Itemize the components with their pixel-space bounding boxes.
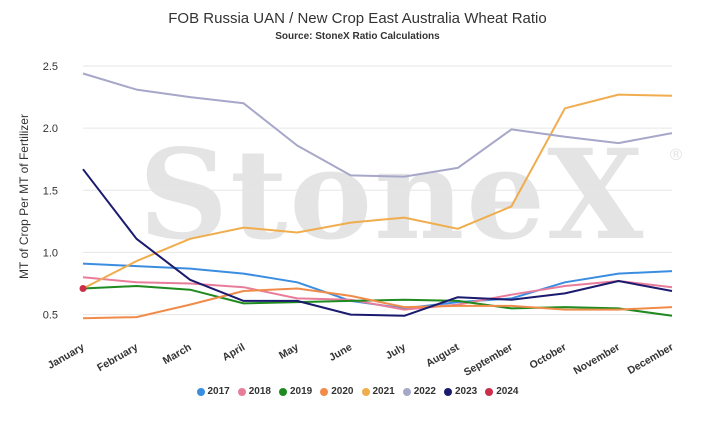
- legend-item-2020[interactable]: 2020: [320, 386, 354, 397]
- x-tick-label: December: [626, 341, 676, 377]
- legend-label: 2017: [207, 386, 230, 397]
- y-tick-label: 2.0: [43, 123, 58, 135]
- x-tick-label: July: [384, 341, 408, 362]
- legend-marker: [402, 387, 411, 396]
- series-lines: [79, 72, 673, 320]
- watermark-registered-mark: ®: [668, 145, 684, 164]
- legend-item-2024[interactable]: 2024: [485, 386, 519, 397]
- chart-title: FOB Russia UAN / New Crop East Australia…: [168, 10, 547, 27]
- legend-label: 2024: [496, 386, 519, 397]
- y-tick-label: 1.5: [43, 185, 58, 197]
- legend-marker: [279, 387, 287, 396]
- x-tick-label: August: [424, 341, 462, 370]
- legend-label: 2022: [413, 386, 436, 397]
- legend-marker: [444, 387, 452, 396]
- series-line-2019: [82, 285, 673, 317]
- legend-marker: [196, 387, 205, 396]
- legend-label: 2019: [290, 386, 313, 397]
- chart-subtitle: Source: StoneX Ratio Calculations: [275, 31, 440, 42]
- legend-item-2018[interactable]: 2018: [237, 386, 271, 397]
- x-tick-label: September: [462, 341, 515, 379]
- x-tick-label: May: [277, 341, 301, 362]
- x-tick-label: June: [327, 341, 354, 364]
- x-tick-label: November: [571, 341, 621, 377]
- y-tick-label: 2.5: [43, 61, 58, 73]
- y-axis-ticks: 0.5 1.0 1.5 2.0 2.5: [43, 61, 58, 322]
- gridlines: [83, 65, 672, 316]
- y-tick-label: 1.0: [43, 247, 58, 259]
- legend-item-2022[interactable]: 2022: [402, 386, 436, 397]
- legend-label: 2023: [455, 386, 478, 397]
- legend-item-2023[interactable]: 2023: [444, 386, 477, 397]
- series-line-2021: [82, 93, 673, 290]
- legend-label: 2018: [248, 386, 271, 397]
- legend-marker: [320, 387, 329, 396]
- x-tick-label: October: [528, 341, 569, 372]
- x-tick-label: January: [46, 341, 87, 372]
- legend-item-2017[interactable]: 2017: [196, 386, 230, 397]
- legend: 2017 2018 2019 2020 2021 2022 2023 2024: [0, 386, 715, 397]
- series-line-2022: [82, 72, 673, 178]
- x-tick-label: February: [95, 341, 140, 374]
- x-axis-ticks: January February March April May June July Augu…: [46, 341, 676, 379]
- series-point-2024: [79, 284, 87, 292]
- legend-marker: [361, 387, 370, 396]
- legend-item-2019[interactable]: 2019: [279, 386, 312, 397]
- legend-marker: [485, 387, 494, 396]
- legend-item-2021[interactable]: 2021: [361, 386, 395, 397]
- legend-label: 2020: [331, 386, 354, 397]
- watermark-text: StoneX: [139, 123, 646, 268]
- x-tick-label: April: [220, 341, 247, 363]
- y-axis-label: MT of Crop Per MT of Fertilizer: [17, 114, 31, 279]
- legend-label: 2021: [372, 386, 395, 397]
- series-line-2020: [82, 287, 673, 320]
- watermark: StoneX ®: [139, 123, 684, 268]
- legend-marker: [237, 387, 246, 396]
- series-line-2023: [82, 168, 673, 317]
- y-tick-label: 0.5: [43, 310, 58, 322]
- series-line-2018: [82, 276, 673, 311]
- x-tick-label: March: [161, 341, 194, 367]
